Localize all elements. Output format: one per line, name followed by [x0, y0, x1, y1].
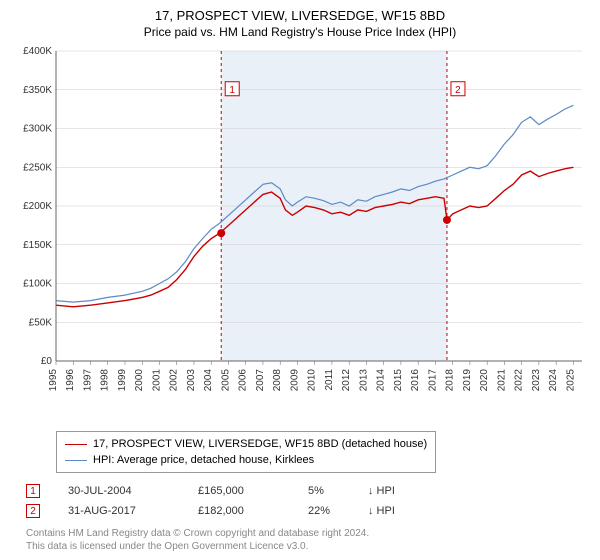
svg-text:2013: 2013	[358, 369, 369, 392]
legend-item: HPI: Average price, detached house, Kirk…	[65, 452, 427, 468]
svg-text:£100K: £100K	[23, 279, 52, 290]
svg-text:2025: 2025	[565, 369, 576, 392]
sale-price: £165,000	[198, 481, 308, 501]
svg-text:2000: 2000	[134, 369, 145, 392]
svg-text:2004: 2004	[203, 369, 214, 392]
chart-title: 17, PROSPECT VIEW, LIVERSEDGE, WF15 8BD	[12, 8, 588, 23]
svg-text:£0: £0	[41, 356, 53, 367]
svg-text:2020: 2020	[479, 369, 490, 392]
svg-text:1997: 1997	[82, 369, 93, 392]
svg-text:2011: 2011	[324, 369, 335, 391]
svg-text:2001: 2001	[151, 369, 162, 392]
svg-text:2006: 2006	[238, 369, 249, 392]
svg-text:2017: 2017	[427, 369, 438, 392]
svg-text:2023: 2023	[531, 369, 542, 392]
legend-item: 17, PROSPECT VIEW, LIVERSEDGE, WF15 8BD …	[65, 436, 427, 452]
chart-area: £0 £50K £100K £150K £200K £250K £300K £350K £400…	[12, 45, 588, 425]
chart-container: 17, PROSPECT VIEW, LIVERSEDGE, WF15 8BD …	[0, 0, 600, 560]
svg-text:1995: 1995	[48, 369, 59, 392]
sale-marker: 2	[26, 504, 40, 518]
sale-pct: 5%	[308, 481, 368, 501]
sale-price: £182,000	[198, 501, 308, 521]
svg-text:2007: 2007	[255, 369, 266, 392]
svg-text:2005: 2005	[220, 369, 231, 392]
footer-line1: Contains HM Land Registry data © Crown c…	[26, 527, 588, 540]
sale-date: 30-JUL-2004	[68, 481, 198, 501]
legend-swatch	[65, 460, 87, 461]
sale-marker: 1	[26, 484, 40, 498]
svg-text:2024: 2024	[548, 369, 559, 392]
line-chart: £0 £50K £100K £150K £200K £250K £300K £350K £400…	[12, 45, 588, 425]
sales-table: 1 30-JUL-2004£165,0005%↓ HPI 2 31-AUG-2017£…	[26, 481, 588, 521]
svg-text:1: 1	[229, 85, 235, 96]
svg-text:2003: 2003	[186, 369, 197, 392]
svg-text:2021: 2021	[496, 369, 507, 392]
svg-text:2012: 2012	[341, 369, 352, 392]
sale-row: 2 31-AUG-2017£182,00022%↓ HPI	[26, 501, 588, 521]
sale-pct: 22%	[308, 501, 368, 521]
svg-text:2022: 2022	[514, 369, 525, 392]
svg-text:£350K: £350K	[23, 85, 52, 96]
svg-text:1996: 1996	[65, 369, 76, 392]
legend-swatch	[65, 444, 87, 445]
svg-text:2014: 2014	[376, 369, 387, 392]
svg-text:£150K: £150K	[23, 240, 52, 251]
svg-text:£400K: £400K	[23, 46, 52, 57]
footer: Contains HM Land Registry data © Crown c…	[26, 527, 588, 553]
footer-line2: This data is licensed under the Open Gov…	[26, 540, 588, 553]
svg-text:£300K: £300K	[23, 124, 52, 135]
sale-date: 31-AUG-2017	[68, 501, 198, 521]
svg-text:2010: 2010	[307, 369, 318, 392]
sale-row: 1 30-JUL-2004£165,0005%↓ HPI	[26, 481, 588, 501]
svg-text:2: 2	[455, 85, 461, 96]
legend: 17, PROSPECT VIEW, LIVERSEDGE, WF15 8BD …	[56, 431, 436, 473]
svg-text:£250K: £250K	[23, 162, 52, 173]
sale-vs-hpi: ↓ HPI	[368, 481, 395, 501]
svg-text:£200K: £200K	[23, 201, 52, 212]
svg-text:2008: 2008	[272, 369, 283, 392]
svg-text:2019: 2019	[462, 369, 473, 392]
svg-text:2016: 2016	[410, 369, 421, 392]
svg-text:2009: 2009	[289, 369, 300, 392]
svg-text:1998: 1998	[100, 369, 111, 392]
legend-label: 17, PROSPECT VIEW, LIVERSEDGE, WF15 8BD …	[93, 436, 427, 452]
svg-text:2018: 2018	[445, 369, 456, 392]
svg-text:1999: 1999	[117, 369, 128, 392]
svg-text:£50K: £50K	[29, 317, 53, 328]
chart-subtitle: Price paid vs. HM Land Registry's House …	[12, 25, 588, 39]
svg-text:2015: 2015	[393, 369, 404, 392]
svg-text:2002: 2002	[169, 369, 180, 392]
legend-label: HPI: Average price, detached house, Kirk…	[93, 452, 314, 468]
sale-vs-hpi: ↓ HPI	[368, 501, 395, 521]
